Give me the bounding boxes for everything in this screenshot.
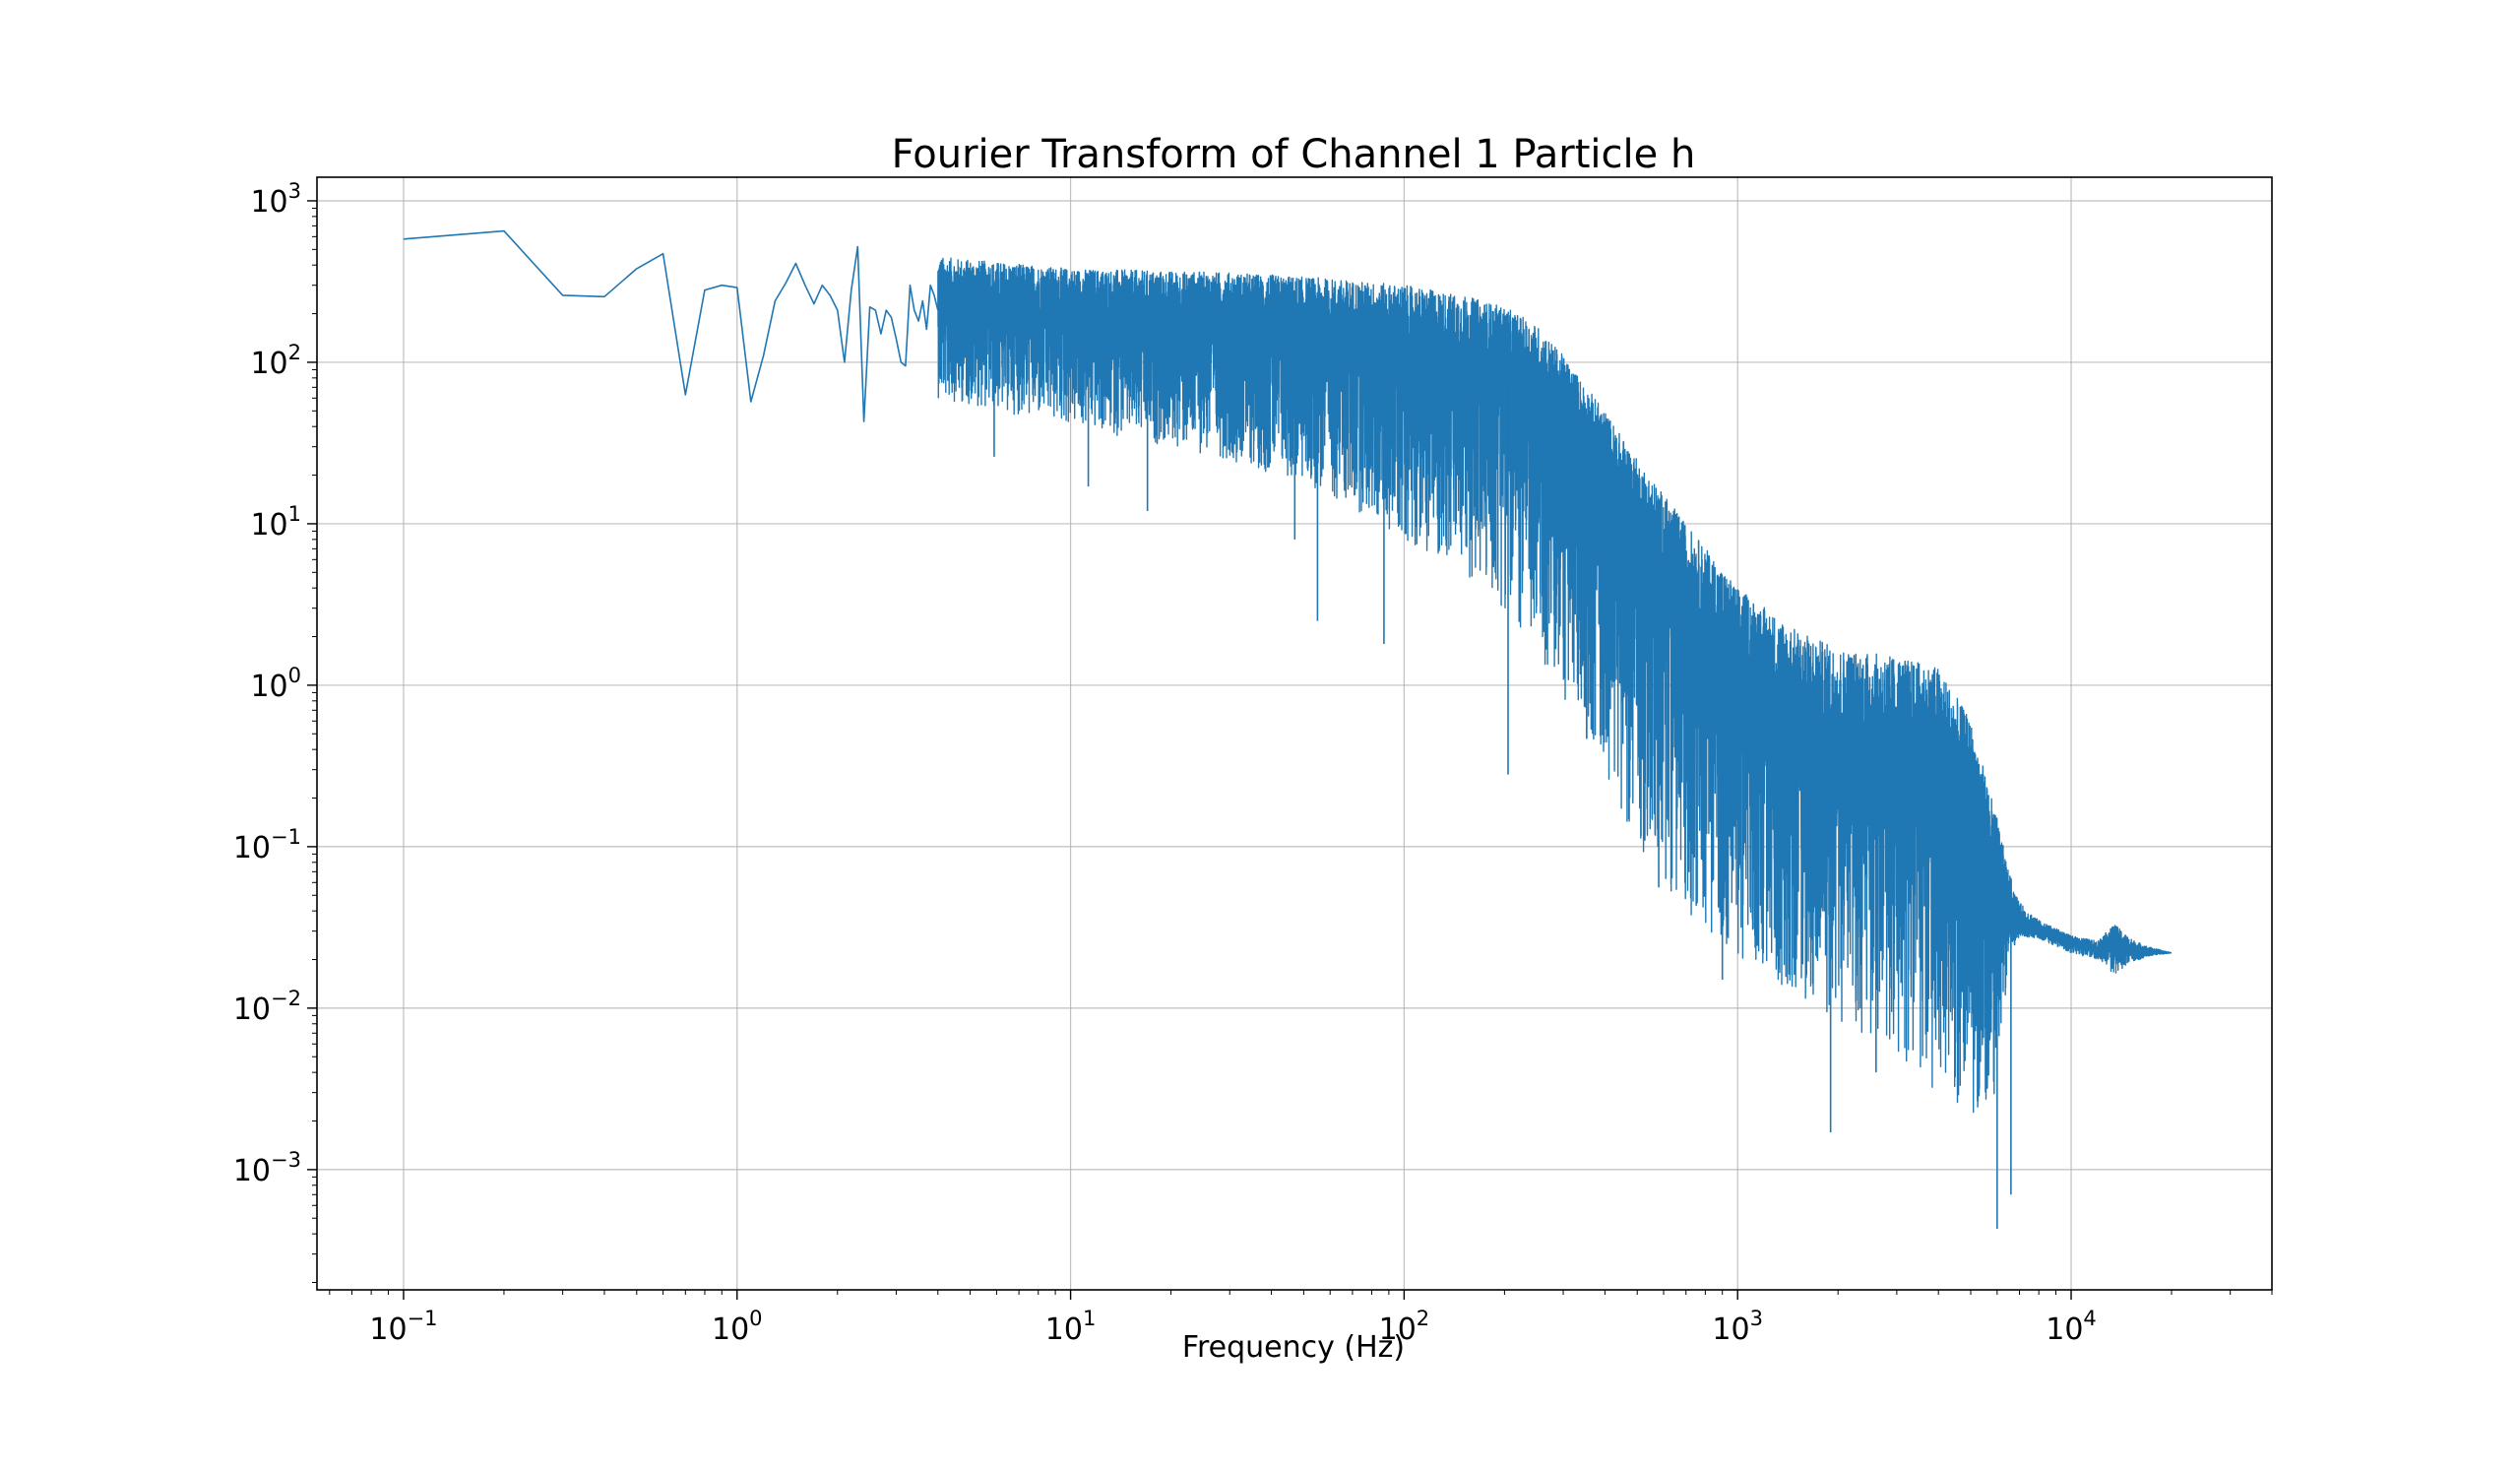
y-tick-base: 10 [250,508,287,543]
x-tick-exponent: −1 [408,1307,438,1330]
y-tick-label: 101 [250,502,301,543]
y-tick-base: 10 [250,185,287,220]
y-tick-base: 10 [233,1154,271,1188]
x-tick-base: 10 [1045,1312,1083,1347]
y-tick-base: 10 [250,670,287,704]
x-tick-label: 103 [1712,1307,1763,1347]
x-tick-exponent: 4 [2083,1307,2096,1330]
y-tick-label: 100 [250,664,301,704]
spectrum-line-low-freq [403,229,939,422]
y-tick-exponent: 0 [288,664,301,687]
x-tick-label: 104 [2046,1307,2097,1347]
x-tick-base: 10 [712,1312,749,1347]
y-tick-exponent: −3 [271,1148,301,1172]
y-tick-label: 10−1 [233,825,301,865]
x-axis-label: Frequency (Hz) [1182,1330,1405,1365]
y-tick-label: 10−3 [233,1148,301,1188]
y-tick-exponent: 1 [288,502,301,526]
y-tick-exponent: −1 [271,825,301,849]
y-tick-base: 10 [250,347,287,381]
x-tick-base: 10 [369,1312,407,1347]
y-tick-base: 10 [233,831,271,865]
x-tick-exponent: 1 [1083,1307,1096,1330]
x-tick-label: 10−1 [369,1307,437,1347]
y-tick-exponent: 3 [288,179,301,203]
x-tick-base: 10 [1379,1312,1417,1347]
x-tick-label: 101 [1045,1307,1097,1347]
x-tick-label: 102 [1379,1307,1430,1347]
x-tick-base: 10 [2046,1312,2083,1347]
y-tick-base: 10 [233,992,271,1027]
y-tick-label: 103 [250,179,301,220]
x-tick-exponent: 3 [1750,1307,1763,1330]
spectrum-line [937,257,2173,1114]
y-tick-label: 10−2 [233,987,301,1027]
y-tick-label: 102 [250,341,301,381]
x-tick-label: 100 [712,1307,763,1347]
x-axis: 10−1 100 101 102 103 104 [329,1290,2273,1347]
x-tick-exponent: 2 [1417,1307,1429,1330]
y-tick-exponent: 2 [288,341,301,364]
x-tick-base: 10 [1712,1312,1749,1347]
plot-area [403,229,2173,1229]
x-tick-exponent: 0 [749,1307,762,1330]
y-tick-exponent: −2 [271,987,301,1010]
chart-title: Fourier Transform of Channel 1 Particle … [892,132,1696,177]
